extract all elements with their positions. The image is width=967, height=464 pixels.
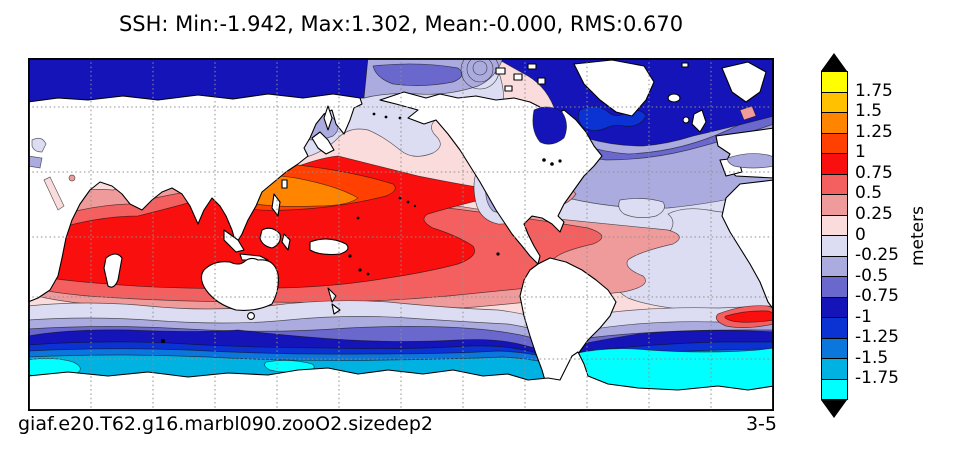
colorbar-over-arrow bbox=[821, 53, 847, 71]
colorbar: 1.75 1.5 1.25 1 0.75 0.5 0.25 0 -0.25 -0.5 -0.75 -1… bbox=[821, 53, 967, 435]
colorbar-units-label: meters bbox=[908, 206, 928, 266]
page-number: 3-5 bbox=[745, 413, 777, 435]
colorbar-tick-label: -1.5 bbox=[855, 348, 889, 369]
colorbar-body bbox=[821, 71, 848, 400]
colorbar-tick-label: 1.75 bbox=[855, 80, 893, 101]
colorbar-tick-label: 0.5 bbox=[855, 183, 883, 204]
colorbar-segment bbox=[822, 174, 847, 195]
colorbar-segment bbox=[822, 215, 847, 236]
colorbar-segment bbox=[822, 92, 847, 113]
colorbar-segment bbox=[822, 338, 847, 359]
colorbar-tick-label: 0 bbox=[855, 224, 866, 245]
colorbar-under-arrow bbox=[821, 400, 847, 418]
inland-seas bbox=[27, 105, 775, 211]
colorbar-segment bbox=[822, 318, 847, 339]
colorbar-tick-label: 0.25 bbox=[855, 204, 893, 225]
colorbar-segment bbox=[822, 72, 847, 93]
colorbar-tick-label: -0.25 bbox=[855, 245, 899, 266]
colorbar-tick-label: -1.75 bbox=[855, 368, 899, 389]
colorbar-segment bbox=[822, 277, 847, 298]
lat-lon-gridlines bbox=[28, 58, 774, 411]
colorbar-segment bbox=[822, 195, 847, 216]
colorbar-tick-label: -1 bbox=[855, 306, 872, 327]
colorbar-segment bbox=[822, 379, 847, 399]
continents bbox=[27, 59, 775, 412]
plot-title: SSH: Min:-1.942, Max:1.302, Mean:-0.000,… bbox=[118, 12, 684, 36]
colorbar-segment bbox=[822, 297, 847, 318]
colorbar-tick-label: 1.25 bbox=[855, 121, 893, 142]
colorbar-segment bbox=[822, 133, 847, 154]
case-label: giaf.e20.T62.g16.marbl090.zooO2.sizedep2 bbox=[18, 413, 433, 435]
ssh-contour-map bbox=[27, 50, 775, 412]
colorbar-segment bbox=[822, 256, 847, 277]
colorbar-tick-label: -1.25 bbox=[855, 327, 899, 348]
colorbar-segment bbox=[822, 113, 847, 134]
colorbar-tick-label: 1.5 bbox=[855, 101, 883, 122]
colorbar-tick-label: 1 bbox=[855, 142, 866, 163]
colorbar-tick-label: 0.75 bbox=[855, 162, 893, 183]
colorbar-tick-label: -0.75 bbox=[855, 286, 899, 307]
plot-border bbox=[28, 58, 774, 411]
colorbar-segment bbox=[822, 154, 847, 175]
island-specks bbox=[161, 112, 562, 343]
map-plot bbox=[27, 50, 775, 412]
colorbar-segment bbox=[822, 359, 847, 380]
colorbar-tick-label: -0.5 bbox=[855, 265, 889, 286]
colorbar-segment bbox=[822, 236, 847, 257]
